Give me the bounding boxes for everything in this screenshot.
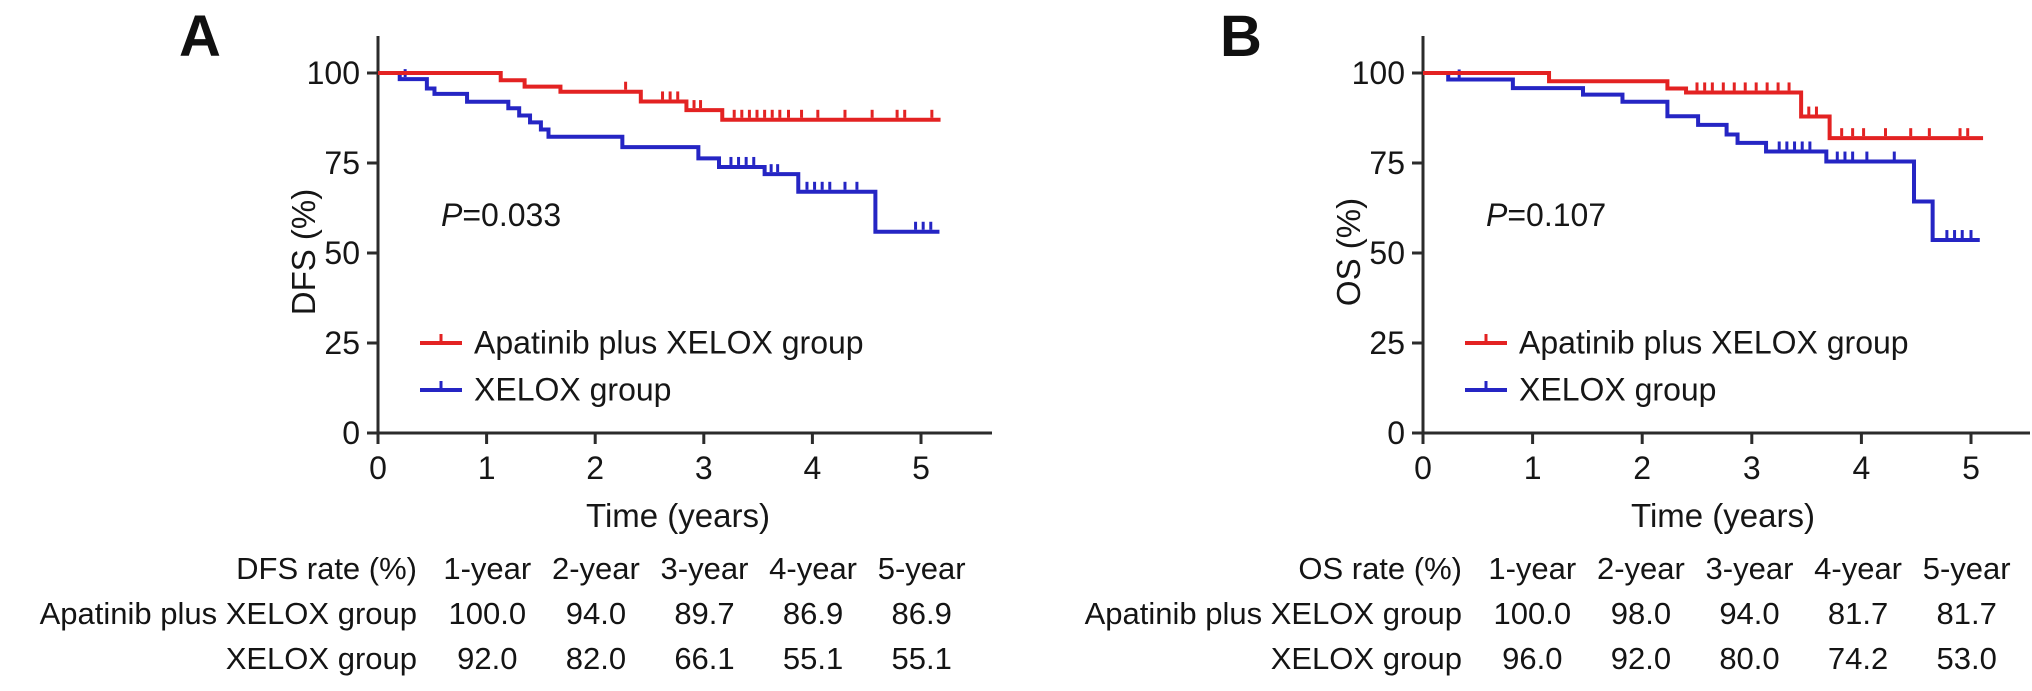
summary-table-value-cell: 55.1 [782, 640, 844, 676]
summary-table-header-cell: 1-year [443, 550, 532, 586]
x-tick-label: 4 [1853, 450, 1871, 486]
summary-table-value-cell: 53.0 [1936, 640, 1997, 676]
summary-table-value-cell: 100.0 [1493, 595, 1572, 631]
y-tick-label: 0 [342, 415, 360, 451]
summary-table-value-cell: 80.0 [1719, 640, 1780, 676]
panel-a-x-axis-title: Time (years) [586, 497, 770, 534]
panel-b-legend-label-xelox: XELOX group [1519, 371, 1717, 408]
km-curve-xelox [1423, 71, 1980, 243]
y-tick-label: 100 [307, 55, 360, 91]
summary-table-row-label: Apatinib plus XELOX group [39, 595, 417, 631]
km-curve-apatinib [378, 71, 941, 122]
summary-table-row-label: Apatinib plus XELOX group [1084, 595, 1462, 631]
panel-b-summary-table: OS rate (%) 1-year 2-year 3-year 4-year 5-yea… [1045, 546, 2021, 681]
km-curve-xelox [378, 71, 940, 234]
x-tick-label: 5 [1962, 450, 1980, 486]
summary-table-title: OS rate (%) [1298, 550, 1462, 586]
y-tick-label: 50 [324, 235, 360, 271]
summary-table-value-cell: 92.0 [457, 640, 518, 676]
p-symbol: P [441, 197, 463, 233]
summary-table-value-cell: 86.9 [891, 595, 952, 631]
panel-a-legend-label-apatinib: Apatinib plus XELOX group [474, 324, 864, 361]
y-tick-label: 75 [1369, 145, 1405, 181]
summary-table-value-cell: 98.0 [1610, 595, 1672, 631]
summary-table-value-cell: 82.0 [565, 640, 627, 676]
summary-table-header-cell: 5-year [1922, 550, 2011, 586]
summary-table-value-cell: 81.7 [1827, 595, 1889, 631]
panel-b-letter: B [1220, 4, 1262, 69]
x-tick-label: 0 [1414, 450, 1432, 486]
panel-b-y-axis-title: OS (%) [1330, 197, 1367, 307]
summary-table-header-cell: 4-year [1814, 550, 1903, 586]
x-tick-label: 3 [1743, 450, 1761, 486]
summary-table-header-cell: 5-year [877, 550, 966, 586]
x-tick-label: 5 [912, 450, 930, 486]
y-tick-label: 100 [1352, 55, 1405, 91]
x-tick-label: 0 [369, 450, 387, 486]
p-symbol: P [1486, 197, 1508, 233]
summary-table-value-cell: 89.7 [674, 595, 735, 631]
x-tick-label: 2 [1633, 450, 1651, 486]
summary-table-value-cell: 74.2 [1827, 640, 1889, 676]
y-tick-label: 0 [1387, 415, 1405, 451]
y-tick-label: 25 [324, 325, 360, 361]
p-value-text: =0.107 [1507, 197, 1607, 233]
x-tick-label: 1 [478, 450, 496, 486]
y-tick-label: 25 [1369, 325, 1405, 361]
x-tick-label: 4 [804, 450, 822, 486]
x-tick-label: 3 [695, 450, 713, 486]
summary-table-value-cell: 100.0 [448, 595, 527, 631]
panel-a-y-axis-title: DFS (%) [285, 188, 322, 316]
panel-a-letter: A [179, 4, 221, 69]
panel-a-summary-table: DFS rate (%) 1-year 2-year 3-year 4-year 5-ye… [0, 546, 976, 681]
summary-table-value-cell: 66.1 [674, 640, 735, 676]
panel-a-p-value: P=0.033 [441, 197, 561, 234]
summary-table-title: DFS rate (%) [236, 550, 417, 586]
summary-table-row-label: XELOX group [1270, 640, 1462, 676]
summary-table-value-cell: 55.1 [891, 640, 952, 676]
y-tick-label: 50 [1369, 235, 1405, 271]
summary-table-value-cell: 92.0 [1610, 640, 1672, 676]
p-value-text: =0.033 [462, 197, 562, 233]
panel-b-x-axis-title: Time (years) [1631, 497, 1815, 534]
summary-table-value-cell: 94.0 [1719, 595, 1780, 631]
x-tick-label: 2 [586, 450, 604, 486]
summary-table-value-cell: 96.0 [1502, 640, 1563, 676]
summary-table-header-cell: 3-year [1705, 550, 1794, 586]
summary-table-value-cell: 94.0 [565, 595, 627, 631]
panel-b-p-value: P=0.107 [1486, 197, 1606, 234]
summary-table-header-cell: 1-year [1488, 550, 1577, 586]
y-tick-label: 75 [324, 145, 360, 181]
x-tick-label: 1 [1524, 450, 1542, 486]
panel-b-legend-label-apatinib: Apatinib plus XELOX group [1519, 324, 1909, 361]
summary-table-row-label: XELOX group [225, 640, 417, 676]
panel-a-legend-label-xelox: XELOX group [474, 371, 672, 408]
summary-table-header-cell: 4-year [769, 550, 858, 586]
summary-table-header-cell: 2-year [1596, 550, 1685, 586]
km-curve-apatinib [1423, 71, 1984, 141]
summary-table-header-cell: 3-year [660, 550, 749, 586]
summary-table-value-cell: 81.7 [1936, 595, 1997, 631]
summary-table-value-cell: 86.9 [782, 595, 844, 631]
summary-table-header-cell: 2-year [551, 550, 640, 586]
